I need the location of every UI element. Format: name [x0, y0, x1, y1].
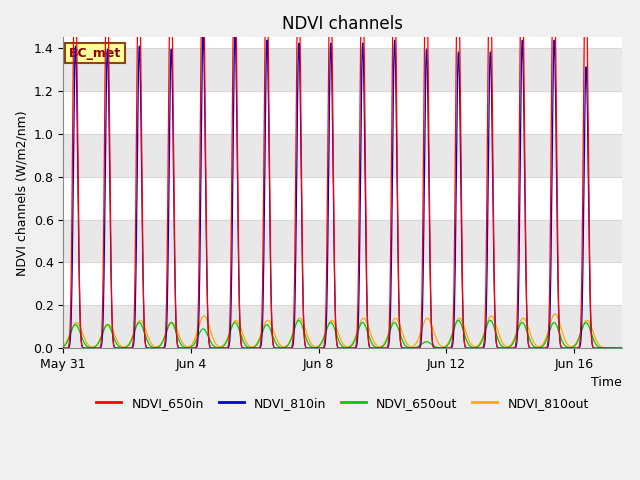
NDVI_810out: [390, 317, 397, 323]
Title: NDVI channels: NDVI channels: [282, 15, 403, 33]
NDVI_650in: [474, 345, 481, 351]
NDVI_810in: [618, 345, 625, 351]
Legend: NDVI_650in, NDVI_810in, NDVI_650out, NDVI_810out: NDVI_650in, NDVI_810in, NDVI_650out, NDV…: [92, 392, 594, 415]
NDVI_810out: [88, 344, 95, 350]
NDVI_810out: [618, 345, 625, 351]
NDVI_810in: [88, 345, 95, 351]
Line: NDVI_650out: NDVI_650out: [63, 320, 621, 348]
Bar: [63, 305, 621, 348]
NDVI_650out: [60, 344, 67, 349]
NDVI_650in: [618, 345, 625, 351]
NDVI_650in: [60, 345, 67, 351]
NDVI_810in: [414, 345, 422, 351]
NDVI_810out: [551, 311, 559, 317]
NDVI_810in: [199, 31, 207, 37]
NDVI_810in: [60, 345, 67, 351]
Line: NDVI_650in: NDVI_650in: [63, 0, 621, 348]
NDVI_810in: [390, 60, 397, 66]
NDVI_650out: [474, 344, 481, 350]
NDVI_810out: [474, 343, 481, 349]
NDVI_810in: [474, 345, 481, 351]
Bar: [63, 48, 621, 91]
NDVI_650out: [390, 320, 397, 325]
Bar: [63, 219, 621, 263]
NDVI_650out: [88, 345, 95, 351]
NDVI_650in: [88, 345, 95, 351]
Bar: [63, 134, 621, 177]
NDVI_810out: [503, 344, 511, 349]
NDVI_810out: [414, 337, 422, 343]
NDVI_650out: [414, 344, 422, 349]
NDVI_650in: [414, 345, 422, 351]
Text: BC_met: BC_met: [69, 47, 121, 60]
Line: NDVI_810in: NDVI_810in: [63, 34, 621, 348]
NDVI_650out: [503, 345, 511, 350]
Y-axis label: NDVI channels (W/m2/nm): NDVI channels (W/m2/nm): [15, 110, 28, 276]
Line: NDVI_810out: NDVI_810out: [63, 314, 621, 348]
NDVI_650out: [486, 317, 494, 323]
NDVI_810in: [262, 102, 269, 108]
NDVI_650out: [618, 345, 625, 351]
NDVI_810in: [503, 345, 511, 351]
NDVI_650out: [262, 323, 269, 328]
NDVI_810out: [60, 343, 67, 349]
NDVI_650in: [503, 345, 511, 351]
NDVI_810out: [262, 320, 269, 325]
X-axis label: Time: Time: [591, 376, 621, 389]
